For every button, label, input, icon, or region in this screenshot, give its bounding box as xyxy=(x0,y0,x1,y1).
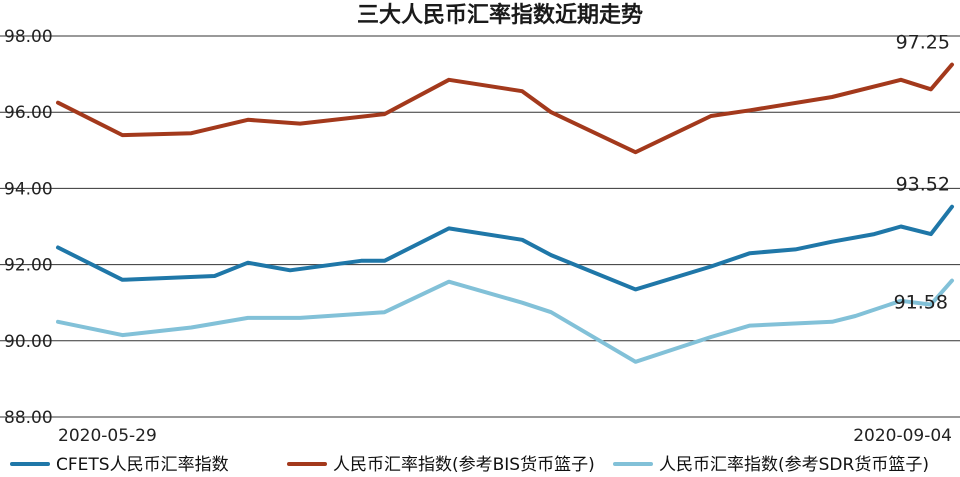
series-line-2 xyxy=(56,62,954,155)
series-line-1 xyxy=(56,204,954,292)
legend-label-3: 人民币汇率指数(参考SDR货币篮子) xyxy=(659,455,929,475)
x-tick-start: 2020-05-29 xyxy=(58,426,157,446)
y-axis-ticks: 98.00 96.00 94.00 92.00 90.00 88.00 xyxy=(4,27,53,428)
series-lines xyxy=(56,62,954,364)
legend-label-1: CFETS人民币汇率指数 xyxy=(56,455,229,475)
x-tick-end: 2020-09-04 xyxy=(853,426,952,446)
legend-label-2: 人民币汇率指数(参考BIS货币篮子) xyxy=(333,455,595,475)
y-tick-label: 90.00 xyxy=(4,332,53,352)
chart-title: 三大人民币汇率指数近期走势 xyxy=(357,2,643,28)
y-tick-label: 96.00 xyxy=(4,103,53,123)
series-line-3 xyxy=(56,278,954,364)
end-value-label-2: 97.25 xyxy=(896,32,950,54)
y-tick-label: 88.00 xyxy=(4,408,53,428)
y-tick-label: 92.00 xyxy=(4,256,53,276)
y-tick-label: 94.00 xyxy=(4,179,53,199)
end-value-label-3: 91.58 xyxy=(894,292,948,314)
end-labels: 93.52 97.25 91.58 xyxy=(894,32,950,314)
end-value-label-1: 93.52 xyxy=(896,174,950,196)
y-tick-label: 98.00 xyxy=(4,27,53,47)
gridlines xyxy=(0,35,960,418)
legend: CFETS人民币汇率指数 人民币汇率指数(参考BIS货币篮子) 人民币汇率指数(参考… xyxy=(10,455,929,475)
